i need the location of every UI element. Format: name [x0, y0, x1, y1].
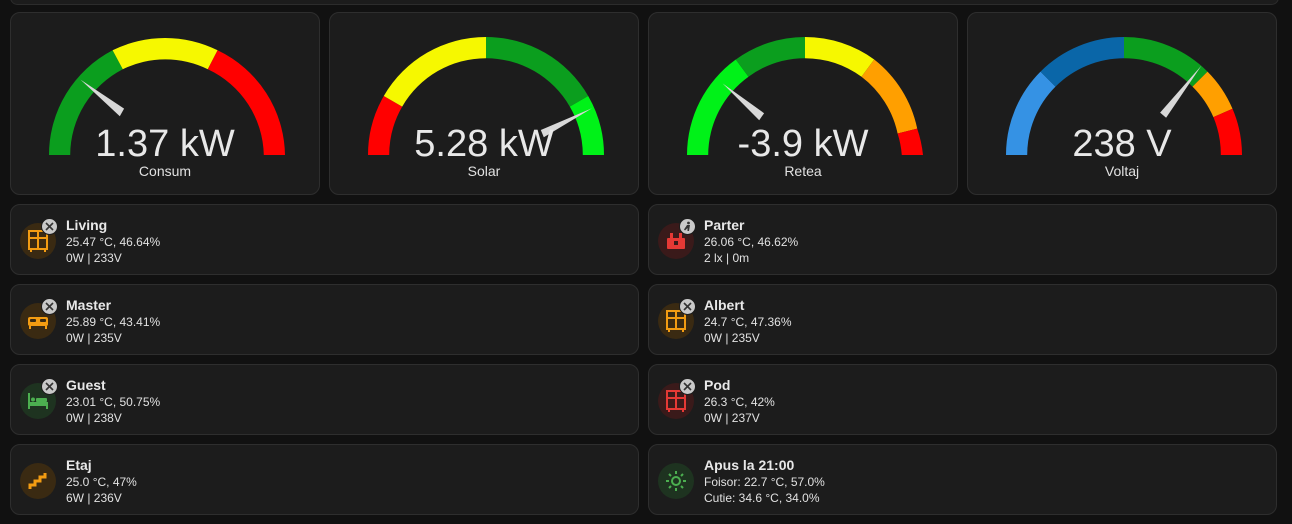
fan-badge-icon — [679, 378, 696, 395]
gauge-card-voltaj[interactable]: 238 V Voltaj — [967, 12, 1277, 195]
gauge-label: Consum — [138, 163, 192, 179]
room-power: 0W | 238V — [66, 411, 122, 425]
gauge-card-solar[interactable]: 5.28 kW Solar — [329, 12, 639, 195]
top-card-edge — [10, 0, 1279, 5]
gauge-label: Retea — [784, 163, 822, 179]
room-illuminance: 2 lx | 0m — [704, 251, 750, 265]
room-climate: 24.7 °C, 47.36% — [704, 315, 792, 329]
room-climate: 25.0 °C, 47% — [66, 475, 137, 489]
room-card-sunset[interactable]: Apus la 21:00 Foisor: 22.7 °C, 57.0% Cut… — [648, 444, 1277, 515]
gauge-value: 1.37 kW — [95, 123, 235, 165]
room-card-master[interactable]: Master 25.89 °C, 43.41% 0W | 235V — [10, 284, 639, 355]
room-name: Albert — [704, 297, 745, 313]
room-card-parter[interactable]: Parter 26.06 °C, 46.62% 2 lx | 0m — [648, 204, 1277, 275]
room-power: 0W | 235V — [704, 331, 760, 345]
gauge-solar-arc — [368, 36, 604, 155]
gauge-value: 238 V — [1072, 123, 1172, 165]
gauge-value: -3.9 kW — [737, 123, 869, 165]
room-name: Etaj — [66, 457, 92, 473]
fan-badge-icon — [679, 298, 696, 315]
gauge-retea-arc — [687, 37, 923, 155]
fan-badge-icon — [41, 378, 58, 395]
room-power: 6W | 236V — [66, 491, 122, 505]
room-power: 0W | 235V — [66, 331, 122, 345]
room-name: Pod — [704, 377, 731, 393]
bed-icon — [20, 303, 56, 339]
room-name: Living — [66, 217, 108, 233]
gauge-needle — [722, 83, 765, 121]
gauge-consum-arc — [49, 37, 285, 155]
room-card-albert[interactable]: Albert 24.7 °C, 47.36% 0W | 235V — [648, 284, 1277, 355]
room-power: 0W | 237V — [704, 411, 760, 425]
room-card-living[interactable]: Living 25.47 °C, 46.64% 0W | 233V — [10, 204, 639, 275]
cutie-climate: Cutie: 34.6 °C, 34.0% — [704, 491, 820, 505]
room-name: Master — [66, 297, 112, 313]
gauge-card-consum[interactable]: 1.37 kW Consum — [10, 12, 320, 195]
gauge-card-retea[interactable]: -3.9 kW Retea — [648, 12, 958, 195]
fan-badge-icon — [41, 298, 58, 315]
motion-badge-icon — [679, 218, 696, 235]
foisor-climate: Foisor: 22.7 °C, 57.0% — [704, 475, 825, 489]
room-climate: 26.3 °C, 42% — [704, 395, 775, 409]
fan-badge-icon — [41, 218, 58, 235]
gauge-needle — [1160, 65, 1202, 118]
gauge-needle — [80, 79, 125, 117]
gauge-value: 5.28 kW — [414, 123, 554, 165]
room-name: Apus la 21:00 — [704, 457, 795, 473]
gauge-needle — [540, 108, 592, 138]
room-climate: 26.06 °C, 46.62% — [704, 235, 799, 249]
room-climate: 25.89 °C, 43.41% — [66, 315, 161, 329]
wardrobe-icon — [658, 383, 694, 419]
gauge-label: Voltaj — [1104, 163, 1140, 179]
room-name: Guest — [66, 377, 106, 393]
gauge-voltaj-arc — [1006, 36, 1242, 155]
room-card-pod[interactable]: Pod 26.3 °C, 42% 0W | 237V — [648, 364, 1277, 435]
room-power: 0W | 233V — [66, 251, 122, 265]
stairs-icon — [20, 463, 56, 499]
room-name: Parter — [704, 217, 745, 233]
room-card-etaj[interactable]: Etaj 25.0 °C, 47% 6W | 236V — [10, 444, 639, 515]
gauge-label: Solar — [467, 163, 501, 179]
sun-icon — [658, 463, 694, 499]
room-climate: 23.01 °C, 50.75% — [66, 395, 161, 409]
room-card-guest[interactable]: Guest 23.01 °C, 50.75% 0W | 238V — [10, 364, 639, 435]
room-climate: 25.47 °C, 46.64% — [66, 235, 161, 249]
